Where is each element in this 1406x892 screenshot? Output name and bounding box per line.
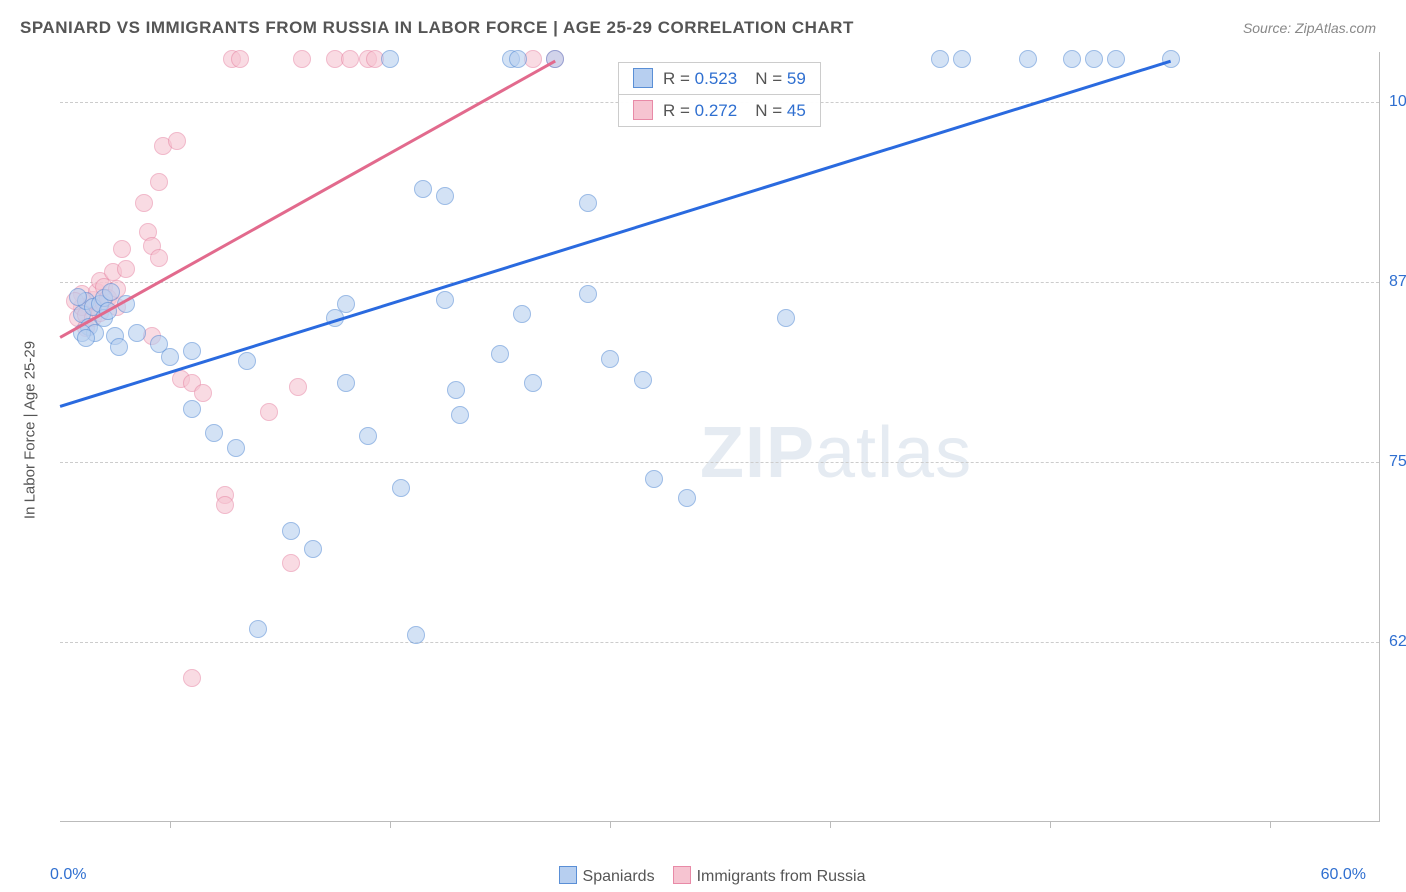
data-point (414, 180, 432, 198)
data-point (381, 50, 399, 68)
data-point (509, 50, 527, 68)
data-point (601, 350, 619, 368)
data-point (69, 288, 87, 306)
data-point (524, 374, 542, 392)
stat-n-value: 45 (787, 101, 806, 120)
x-tick (170, 821, 171, 828)
y-tick-label: 62.5% (1389, 633, 1406, 651)
x-tick (830, 821, 831, 828)
y-tick-label: 100.0% (1389, 93, 1406, 111)
stat-r-value: 0.272 (695, 101, 738, 120)
legend-label: Immigrants from Russia (697, 868, 866, 885)
data-point (183, 669, 201, 687)
data-point (77, 329, 95, 347)
data-point (1085, 50, 1103, 68)
data-point (205, 424, 223, 442)
data-point (161, 348, 179, 366)
source-label: Source: ZipAtlas.com (1243, 20, 1376, 36)
data-point (231, 50, 249, 68)
stat-r-label: R = (663, 101, 695, 120)
data-point (110, 338, 128, 356)
data-point (150, 249, 168, 267)
data-point (634, 371, 652, 389)
data-point (117, 260, 135, 278)
data-point (216, 496, 234, 514)
data-point (436, 187, 454, 205)
data-point (289, 378, 307, 396)
data-point (293, 50, 311, 68)
correlation-stats-box: R = 0.523 N = 59 R = 0.272 N = 45 (618, 62, 821, 127)
stat-n-value: 59 (787, 69, 806, 88)
x-tick (390, 821, 391, 828)
y-tick-label: 87.5% (1389, 273, 1406, 291)
gridline (60, 462, 1379, 463)
data-point (168, 132, 186, 150)
data-point (1162, 50, 1180, 68)
stat-n-label: N = (755, 101, 787, 120)
scatter-chart: ZIPatlas 62.5%75.0%87.5%100.0%R = 0.523N… (60, 52, 1380, 822)
gridline (60, 282, 1379, 283)
data-point (227, 439, 245, 457)
legend-swatch (559, 866, 577, 884)
data-point (678, 489, 696, 507)
data-point (135, 194, 153, 212)
data-point (1107, 50, 1125, 68)
gridline (60, 642, 1379, 643)
data-point (953, 50, 971, 68)
data-point (113, 240, 131, 258)
data-point (304, 540, 322, 558)
data-point (491, 345, 509, 363)
data-point (392, 479, 410, 497)
data-point (645, 470, 663, 488)
chart-title: SPANIARD VS IMMIGRANTS FROM RUSSIA IN LA… (20, 18, 854, 37)
legend-label: Spaniards (583, 868, 655, 885)
data-point (513, 305, 531, 323)
chart-header: SPANIARD VS IMMIGRANTS FROM RUSSIA IN LA… (20, 18, 1386, 48)
data-point (282, 554, 300, 572)
stats-row: R = 0.272 N = 45 (619, 95, 820, 126)
data-point (359, 427, 377, 445)
data-point (447, 381, 465, 399)
data-point (337, 374, 355, 392)
x-tick (1270, 821, 1271, 828)
data-point (249, 620, 267, 638)
data-point (579, 285, 597, 303)
data-point (260, 403, 278, 421)
stat-r-label: R = (663, 69, 695, 88)
data-point (1063, 50, 1081, 68)
data-point (579, 194, 597, 212)
data-point (150, 173, 168, 191)
data-point (102, 283, 120, 301)
data-point (341, 50, 359, 68)
data-point (451, 406, 469, 424)
data-point (282, 522, 300, 540)
series-legend: Spaniards Immigrants from Russia (0, 866, 1406, 886)
stats-row: R = 0.523 N = 59 (619, 63, 820, 95)
series-swatch (633, 100, 653, 120)
data-point (436, 291, 454, 309)
data-point (524, 50, 542, 68)
y-tick-label: 75.0% (1389, 453, 1406, 471)
data-point (1019, 50, 1037, 68)
watermark: ZIPatlas (700, 412, 972, 494)
series-swatch (633, 68, 653, 88)
data-point (238, 352, 256, 370)
data-point (337, 295, 355, 313)
data-point (183, 342, 201, 360)
data-point (183, 400, 201, 418)
data-point (128, 324, 146, 342)
data-point (931, 50, 949, 68)
data-point (777, 309, 795, 327)
data-point (407, 626, 425, 644)
y-axis-title: In Labor Force | Age 25-29 (22, 341, 39, 519)
trend-line (59, 59, 555, 338)
x-tick (610, 821, 611, 828)
stat-r-value: 0.523 (695, 69, 738, 88)
stat-n-label: N = (755, 69, 787, 88)
x-tick (1050, 821, 1051, 828)
legend-swatch (673, 866, 691, 884)
data-point (194, 384, 212, 402)
